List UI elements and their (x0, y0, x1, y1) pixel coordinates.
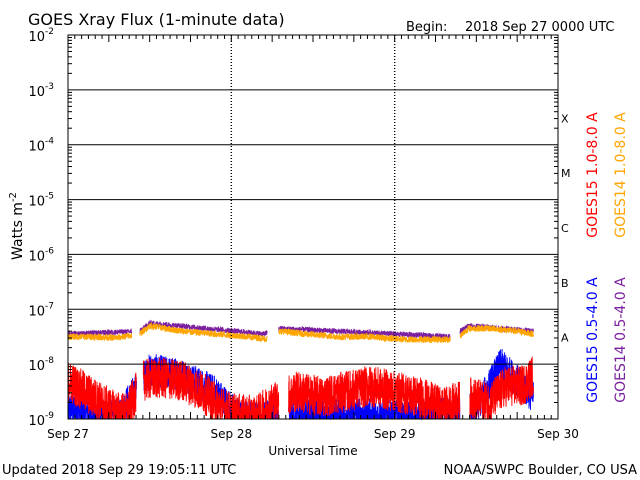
series-layer (67, 319, 534, 421)
y-tick-label: 10-7 (28, 301, 54, 319)
x-tick-label: Sep 27 (47, 427, 89, 441)
x-tick-label: Sep 30 (537, 427, 579, 441)
legend: GOES15 1.0-8.0 A GOES14 1.0-8.0 A GOES15 0… (585, 112, 629, 403)
y-tick-label: 10-5 (28, 192, 54, 210)
series-line (67, 356, 534, 420)
y-tick-label: 10-8 (28, 356, 54, 374)
y-axis-label-text: Watts m (10, 202, 26, 260)
y-tick-label: 10-3 (28, 82, 54, 100)
y-axis-label: Watts m-2 (8, 192, 26, 260)
legend-entry: GOES14 0.5-4.0 A (613, 277, 629, 403)
y-tick-label: 10-6 (28, 246, 54, 264)
flare-class-label: X (561, 112, 569, 125)
legend-entry: GOES14 1.0-8.0 A (613, 112, 629, 238)
series-line (67, 322, 534, 344)
begin-label: Begin: (406, 20, 447, 35)
y-axis-label-exponent: -2 (8, 192, 19, 202)
updated-timestamp: Updated 2018 Sep 29 19:05:11 UTC (2, 463, 236, 478)
grid-layer (68, 35, 558, 419)
legend-entry: GOES15 0.5-4.0 A (585, 277, 601, 403)
chart-title: GOES Xray Flux (1-minute data) (28, 10, 285, 29)
plot-frame (67, 34, 559, 420)
x-tick-label: Sep 28 (210, 427, 252, 441)
x-axis-label: Universal Time (268, 444, 357, 458)
credit-text: NOAA/SWPC Boulder, CO USA (444, 463, 637, 478)
flare-class-label: B (561, 277, 569, 290)
y-tick-label: 10-4 (28, 137, 54, 155)
begin-value: 2018 Sep 27 0000 UTC (465, 20, 615, 35)
y-tick-label: 10-2 (28, 27, 54, 45)
flare-class-label: M (561, 167, 571, 180)
flare-class-label: C (561, 222, 569, 235)
y-tick-label: 10-9 (28, 411, 54, 429)
flare-class-label: A (561, 332, 569, 345)
x-tick-label: Sep 29 (374, 427, 416, 441)
legend-entry: GOES15 1.0-8.0 A (585, 112, 601, 238)
